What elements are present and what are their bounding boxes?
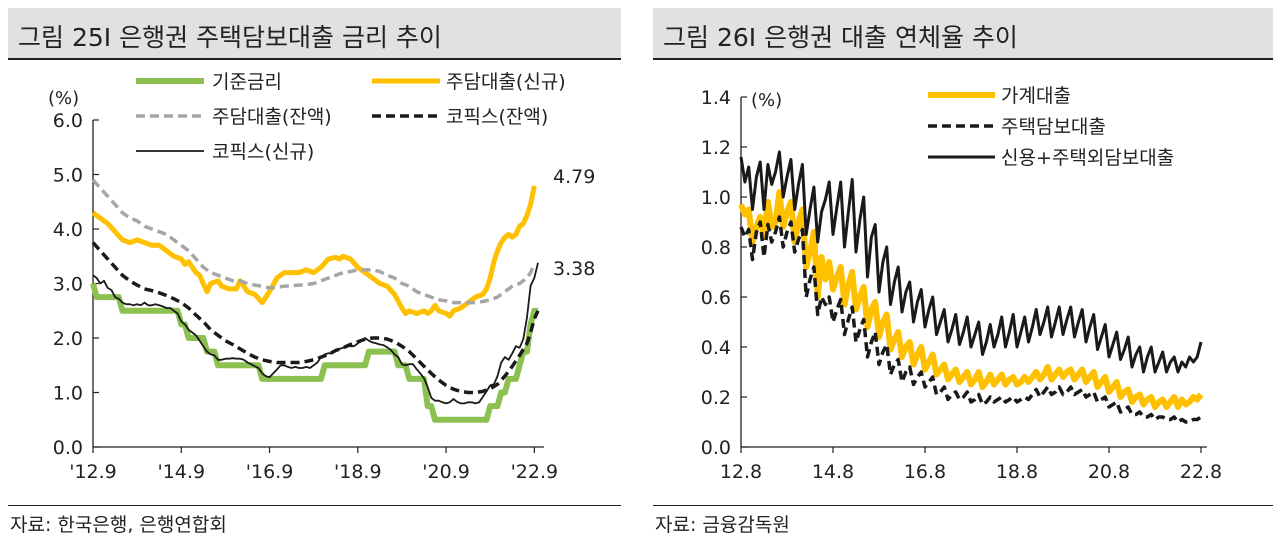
x-tick-label: 18.8 bbox=[996, 461, 1038, 483]
delinquency-series-line-credit bbox=[739, 150, 1203, 374]
source-note: 자료: 금융감독원 bbox=[655, 514, 790, 536]
title-bar: 그림 26I 은행권 대출 연체율 추이 bbox=[653, 8, 1273, 60]
y-tick-label: 4.0 bbox=[53, 219, 83, 241]
legend-label-credit: 신용+주택외담보대출 bbox=[1001, 147, 1174, 169]
source-note: 자료: 한국은행, 은행연합회 bbox=[10, 514, 227, 536]
x-tick-label: '12.9 bbox=[69, 461, 117, 483]
figure-title: 그림 26I 은행권 대출 연체율 추이 bbox=[663, 23, 1018, 52]
end-label-cofix-new: 3.38 bbox=[553, 258, 595, 280]
y-tick-label: 0.0 bbox=[701, 437, 731, 459]
y-tick-label: 1.0 bbox=[53, 383, 83, 405]
legend-label-base-rate: 기준금리 bbox=[212, 71, 282, 93]
end-label-new-mortgage: 4.79 bbox=[553, 166, 595, 188]
y-tick-label: 0.8 bbox=[701, 237, 731, 259]
legend-label-mortgage: 주택담보대출 bbox=[1001, 116, 1106, 138]
x-tick-label: '18.9 bbox=[334, 461, 382, 483]
x-tick-label: '20.9 bbox=[422, 461, 470, 483]
mortgage-rate-chart: 0.0 1.0 2.0 3.0 4.0 5.0 6.0 '12.9 '14.9 '16.9 '18.… bbox=[48, 71, 595, 483]
rates-series-line-balance bbox=[91, 178, 536, 305]
delinquency-series-line-household bbox=[738, 189, 1204, 410]
figure-title: 그림 25I 은행권 주택담보대출 금리 추이 bbox=[18, 23, 442, 52]
x-tick-label: 12.8 bbox=[720, 461, 762, 483]
panel-mortgage-rates: 그림 25I 은행권 주택담보대출 금리 추이 0.0 1.0 2.0 3.0 4.0 5… bbox=[0, 0, 625, 541]
x-tick-label: 20.8 bbox=[1088, 461, 1130, 483]
delinquency-series-line-mortgage bbox=[739, 215, 1202, 424]
rates-series-line-new bbox=[91, 185, 537, 319]
y-axis-unit: (%) bbox=[751, 90, 782, 111]
delinquency-rate-chart: 0.0 0.2 0.4 0.6 0.8 1.0 1.2 1.4 12.8 14.8 16.8 18.8… bbox=[701, 85, 1222, 483]
y-tick-label: 0.6 bbox=[701, 287, 731, 309]
legend-label-mortgage-balance: 주담대출(잔액) bbox=[212, 106, 332, 128]
x-tick-label: 14.8 bbox=[812, 461, 854, 483]
y-tick-label: 2.0 bbox=[53, 328, 83, 350]
legend-label-cofix-new: 코픽스(신규) bbox=[212, 141, 314, 163]
legend-label-new-mortgage: 주담대출(신규) bbox=[446, 71, 566, 93]
y-tick-label: 5.0 bbox=[53, 165, 83, 187]
y-tick-label: 0.0 bbox=[53, 437, 83, 459]
y-tick-label: 1.0 bbox=[701, 187, 731, 209]
x-tick-label: 22.8 bbox=[1180, 461, 1222, 483]
rates-series-line-cofix_new bbox=[92, 262, 539, 405]
y-tick-label: 1.2 bbox=[701, 137, 731, 159]
y-tick-label: 6.0 bbox=[53, 110, 83, 132]
bottom-rule bbox=[653, 505, 1273, 506]
rates-series-line-base bbox=[90, 282, 538, 423]
panel-delinquency-rates: 그림 26I 은행권 대출 연체율 추이 0.0 0.2 0.4 0.6 0.8 1.0 1… bbox=[645, 0, 1277, 541]
legend-label-cofix-balance: 코픽스(잔액) bbox=[446, 106, 548, 128]
x-tick-label: '14.9 bbox=[158, 461, 206, 483]
y-axis-unit: (%) bbox=[48, 88, 79, 109]
x-tick-label: 16.8 bbox=[904, 461, 946, 483]
x-tick-label: '16.9 bbox=[246, 461, 294, 483]
y-tick-label: 1.4 bbox=[701, 87, 731, 109]
x-tick-label: '22.9 bbox=[511, 461, 559, 483]
bottom-rule bbox=[8, 505, 621, 506]
title-bar: 그림 25I 은행권 주택담보대출 금리 추이 bbox=[8, 8, 621, 60]
y-tick-label: 0.4 bbox=[701, 337, 731, 359]
y-tick-label: 0.2 bbox=[701, 387, 731, 409]
y-tick-label: 3.0 bbox=[53, 274, 83, 296]
rates-series-line-cofix_bal bbox=[91, 241, 540, 395]
legend-label-household: 가계대출 bbox=[1001, 85, 1071, 107]
